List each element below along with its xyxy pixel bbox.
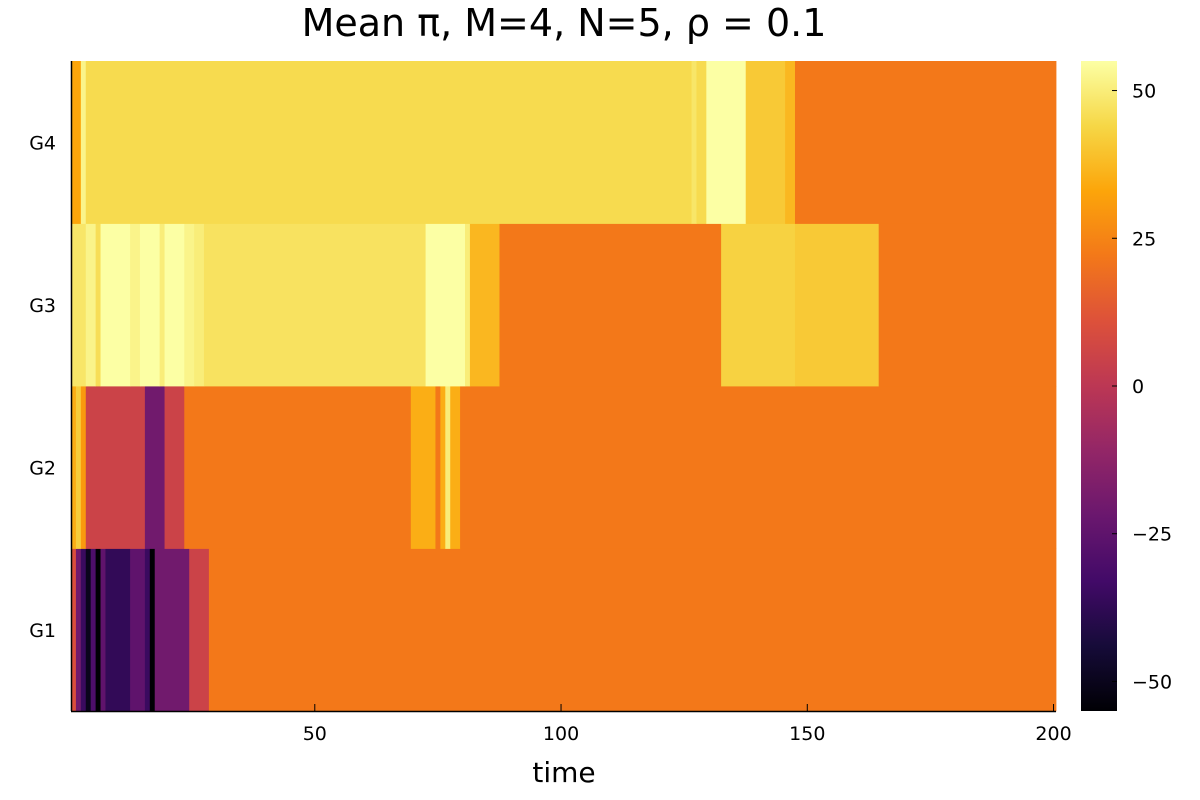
heatmap-cell-g2 [440,386,446,549]
heatmap-cell-g2 [435,386,441,549]
heatmap-cell-g3 [164,223,185,387]
heatmap-cell-g3 [184,223,195,387]
heatmap-cell-g3 [159,223,165,387]
heatmap-cell-g3 [721,223,796,387]
colorbar-tick-label: −25 [1132,524,1172,546]
heatmap-cell-g3 [203,223,426,387]
x-tick-label: 150 [789,723,825,745]
heatmap-cell-g3 [465,223,471,387]
colorbar-tick-label: 0 [1132,376,1144,398]
heatmap-cell-g1 [105,548,131,712]
colorbar-tick-label: −50 [1132,671,1172,693]
heatmap-cell-g3 [130,223,141,387]
chart-title: Mean π, M=4, N=5, ρ = 0.1 [302,1,827,45]
heatmap-cell-g4 [696,61,707,224]
heatmap-cells [71,61,1057,712]
y-tick-label-g4: G4 [29,132,56,154]
heatmap-cell-g4 [71,61,82,224]
colorbar-ticks: 50 25 0 −25 −50 [1112,81,1172,693]
heatmap-cell-g2 [144,386,165,549]
heatmap-cell-g2 [450,386,461,549]
heatmap-cell-g3 [425,223,466,387]
heatmap-cell-g1 [208,548,1057,712]
x-tick-label: 200 [1035,723,1071,745]
heatmap-cell-g3 [194,223,205,387]
heatmap-cell-g3 [95,223,101,387]
heatmap-cell-g1 [100,548,106,712]
heatmap-cell-g2 [75,386,82,549]
heatmap-cell-g4 [794,61,1057,224]
heatmap-cell-g1 [154,548,190,712]
heatmap-cell-g2 [445,386,451,549]
heatmap-cell-g2 [71,386,77,549]
heatmap-cell-g4 [80,61,87,224]
heatmap-cell-g2 [80,386,87,549]
heatmap-cell-g3 [139,223,161,387]
heatmap-cell-g4 [85,61,692,224]
heatmap-cell-g4 [706,61,747,224]
heatmap-cell-g3 [878,223,1057,387]
heatmap-cell-g3 [71,223,87,387]
heatmap-cell-g3 [499,223,722,387]
heatmap-cell-g1 [85,548,92,712]
heatmap-cell-g1 [75,548,82,712]
heatmap-cell-g3 [469,223,500,387]
heatmap-cell-g1 [80,548,87,712]
colorbar-tick-label: 25 [1132,228,1156,250]
heatmap-cell-g2 [460,386,1057,549]
heatmap-cell-g1 [95,548,101,712]
heatmap-cell-g1 [71,548,77,712]
y-tick-label-g3: G3 [29,295,56,317]
x-axis-title: time [532,756,595,789]
y-tick-label-g1: G1 [29,620,56,642]
heatmap-cell-g1 [149,548,156,712]
y-tick-label-g2: G2 [29,457,56,479]
heatmap-cell-g4 [691,61,697,224]
heatmap-cell-g2 [184,386,412,549]
heatmap-cell-g1 [130,548,146,712]
heatmap-cell-g3 [100,223,131,387]
x-tick-label: 50 [303,723,327,745]
heatmap-cell-g1 [189,548,210,712]
y-axis-ticks: G1 G2 G3 G4 [29,132,56,642]
heatmap-cell-g4 [745,61,786,224]
heatmap-cell-g1 [144,548,151,712]
heatmap-cell-g3 [85,223,97,387]
heatmap-cell-g2 [410,386,436,549]
x-axis-ticks: 50 100 150 200 [303,704,1072,745]
x-tick-label: 100 [543,723,579,745]
colorbar-tick-label: 50 [1132,81,1156,103]
heatmap-cell-g1 [90,548,97,712]
heatmap-cell-g2 [85,386,146,549]
heatmap-cell-g4 [785,61,796,224]
heatmap-cell-g2 [164,386,185,549]
heatmap-cell-g3 [794,223,880,387]
colorbar [1081,61,1117,711]
